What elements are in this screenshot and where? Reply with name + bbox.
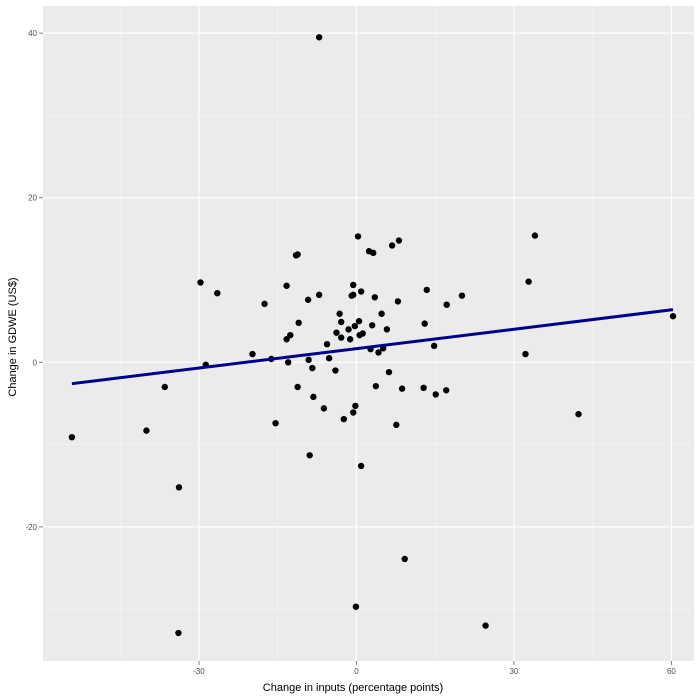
data-point	[315, 34, 323, 41]
data-point	[340, 415, 348, 423]
data-point	[359, 330, 366, 337]
minor-gridlines	[43, 6, 694, 661]
data-point	[287, 331, 294, 339]
data-points	[68, 34, 677, 637]
data-point	[394, 298, 402, 305]
data-point	[357, 288, 365, 295]
data-point	[355, 317, 363, 325]
y-tick-label: -20	[25, 523, 37, 532]
data-point	[332, 367, 339, 374]
data-point	[214, 289, 221, 297]
data-point	[393, 421, 400, 429]
data-point	[423, 286, 430, 294]
data-point	[325, 354, 333, 362]
data-point	[333, 329, 340, 336]
data-point	[310, 393, 317, 401]
data-point	[294, 383, 301, 391]
data-point	[351, 322, 359, 330]
y-axis-title: Change in GDWE (US$)	[7, 277, 19, 396]
data-point	[401, 555, 408, 563]
fit-line	[71, 308, 674, 386]
data-point	[336, 310, 343, 317]
data-point	[143, 427, 150, 434]
data-point	[345, 326, 352, 333]
data-point	[304, 296, 312, 303]
data-point	[305, 356, 312, 364]
data-point	[385, 368, 393, 376]
data-point	[294, 251, 301, 258]
data-point	[272, 419, 279, 427]
plot-panel	[43, 6, 694, 661]
x-tick-label: 30	[509, 667, 518, 676]
data-point	[371, 294, 378, 301]
data-point	[283, 282, 290, 289]
data-point	[375, 349, 382, 356]
x-tick-label: 60	[667, 667, 676, 676]
x-tick-label: 0	[354, 667, 359, 676]
data-point	[350, 409, 357, 416]
x-axis-title: Change in inputs (percentage points)	[263, 682, 443, 694]
data-point	[420, 384, 427, 392]
data-point	[575, 410, 582, 418]
data-point	[443, 301, 450, 308]
data-point	[482, 622, 489, 629]
data-point	[352, 603, 360, 610]
data-point	[357, 462, 365, 470]
data-point	[421, 320, 428, 327]
data-point	[669, 313, 677, 320]
data-point	[338, 334, 345, 341]
x-axis-ticks: -30 0 30 60	[193, 661, 676, 676]
data-point	[395, 237, 403, 244]
data-point	[350, 291, 357, 299]
data-point	[352, 402, 359, 410]
data-point	[284, 359, 292, 366]
data-point	[430, 342, 438, 350]
y-tick-label: 0	[33, 358, 38, 367]
data-point	[388, 242, 396, 249]
data-point	[309, 364, 316, 372]
data-point	[306, 452, 313, 459]
y-axis-ticks: -20 0 20 40	[25, 29, 43, 532]
data-point	[197, 279, 204, 286]
data-point	[370, 249, 377, 257]
data-point	[175, 484, 183, 491]
data-point	[68, 433, 76, 441]
data-point	[398, 385, 406, 392]
data-point	[372, 382, 380, 390]
data-point	[531, 232, 539, 239]
data-point	[432, 391, 439, 398]
data-point	[261, 300, 268, 308]
data-point	[368, 322, 376, 329]
data-point	[249, 350, 256, 358]
data-point	[295, 319, 302, 327]
data-point	[283, 336, 290, 343]
data-point	[320, 405, 328, 412]
data-point	[175, 629, 182, 637]
major-gridlines	[43, 6, 694, 661]
data-point	[443, 387, 450, 394]
data-point	[338, 318, 345, 326]
y-tick-label: 20	[28, 194, 37, 203]
data-point	[458, 292, 466, 299]
data-point	[383, 326, 391, 333]
data-point	[323, 340, 331, 348]
data-point	[350, 281, 357, 289]
y-tick-label: 40	[28, 29, 37, 38]
x-tick-label: -30	[193, 667, 205, 676]
data-point	[354, 233, 362, 240]
data-point	[525, 278, 532, 285]
data-point	[346, 336, 354, 343]
data-point	[522, 350, 529, 358]
data-point	[161, 383, 168, 391]
data-point	[315, 291, 323, 299]
data-point	[378, 310, 385, 317]
